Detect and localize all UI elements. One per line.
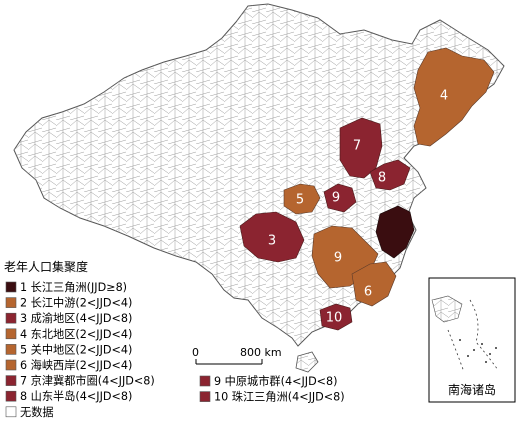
legend-swatch	[5, 297, 17, 308]
legend-swatch	[5, 312, 17, 324]
region-yangtze-delta	[375, 205, 415, 259]
region-number-label: 8	[378, 171, 386, 186]
region-number-label: 9	[332, 191, 340, 206]
legend-item-label: 7 京津冀都市圈(4<JJD<8)	[20, 374, 155, 388]
legend-swatch	[5, 281, 17, 293]
scale-start-label: 0	[192, 346, 199, 359]
legend-item-label: 1 长江三角洲(JJD≥8)	[20, 281, 127, 294]
inset-title: 南海诸岛	[448, 382, 496, 397]
hainan-island	[295, 351, 319, 373]
region-chengyu	[239, 211, 305, 263]
legend-swatch	[5, 344, 17, 355]
region-guanzhong	[283, 183, 321, 215]
county-boundaries	[14, 4, 504, 346]
legend-swatch	[199, 375, 211, 387]
region-haixia	[351, 261, 397, 307]
region-number-label: 9	[334, 251, 342, 266]
region-pearl-river	[319, 303, 353, 331]
legend-item-label: 3 成渝地区(4<JJD<8)	[20, 311, 132, 325]
region-number-label: 10	[326, 311, 343, 326]
legend-title: 老年人口集聚度	[4, 259, 88, 274]
legend-item-label: 无数据	[20, 405, 54, 419]
region-northeast	[413, 47, 495, 147]
region-number-label: 7	[353, 139, 361, 154]
scale-end-label: 800 km	[240, 346, 282, 359]
scale-bar: 0 800 km	[192, 346, 282, 365]
legend-item-label: 8 山东半岛(4<JJD<8)	[20, 389, 132, 403]
south-china-sea-inset: 南海诸岛	[428, 277, 516, 403]
region-number-label: 5	[296, 193, 304, 208]
legend-swatch	[5, 390, 17, 402]
region-number-label: 6	[364, 285, 372, 300]
legend-item-label: 9 中原城市群(4<JJD<8)	[214, 374, 338, 388]
region-zhongyuan	[323, 183, 357, 213]
legend-item-label: 2 长江中游(2<JJD<4)	[20, 297, 132, 310]
legend: 老年人口集聚度 1 长江三角洲(JJD≥8) 2 长江中游(2<JJD<4)3 成…	[4, 259, 345, 419]
legend-swatch	[5, 359, 17, 371]
region-shandong	[369, 159, 411, 191]
legend-swatch	[5, 328, 17, 340]
region-jingjinji	[339, 117, 383, 179]
region-number-label: 4	[440, 89, 448, 104]
legend-item-label: 6 海峡西岸(2<JJD<4)	[20, 358, 132, 372]
legend-swatch	[5, 375, 17, 386]
legend-swatch	[5, 406, 17, 418]
legend-item-label: 4 东北地区(2<JJD<4)	[20, 328, 132, 341]
legend-item-label: 5 关中地区(2<JJD<4)	[20, 342, 132, 356]
region-number-label: 3	[268, 234, 276, 249]
legend-item-label: 10 珠江三角洲(4<JJD<8)	[214, 390, 345, 404]
legend-swatch	[199, 391, 211, 402]
